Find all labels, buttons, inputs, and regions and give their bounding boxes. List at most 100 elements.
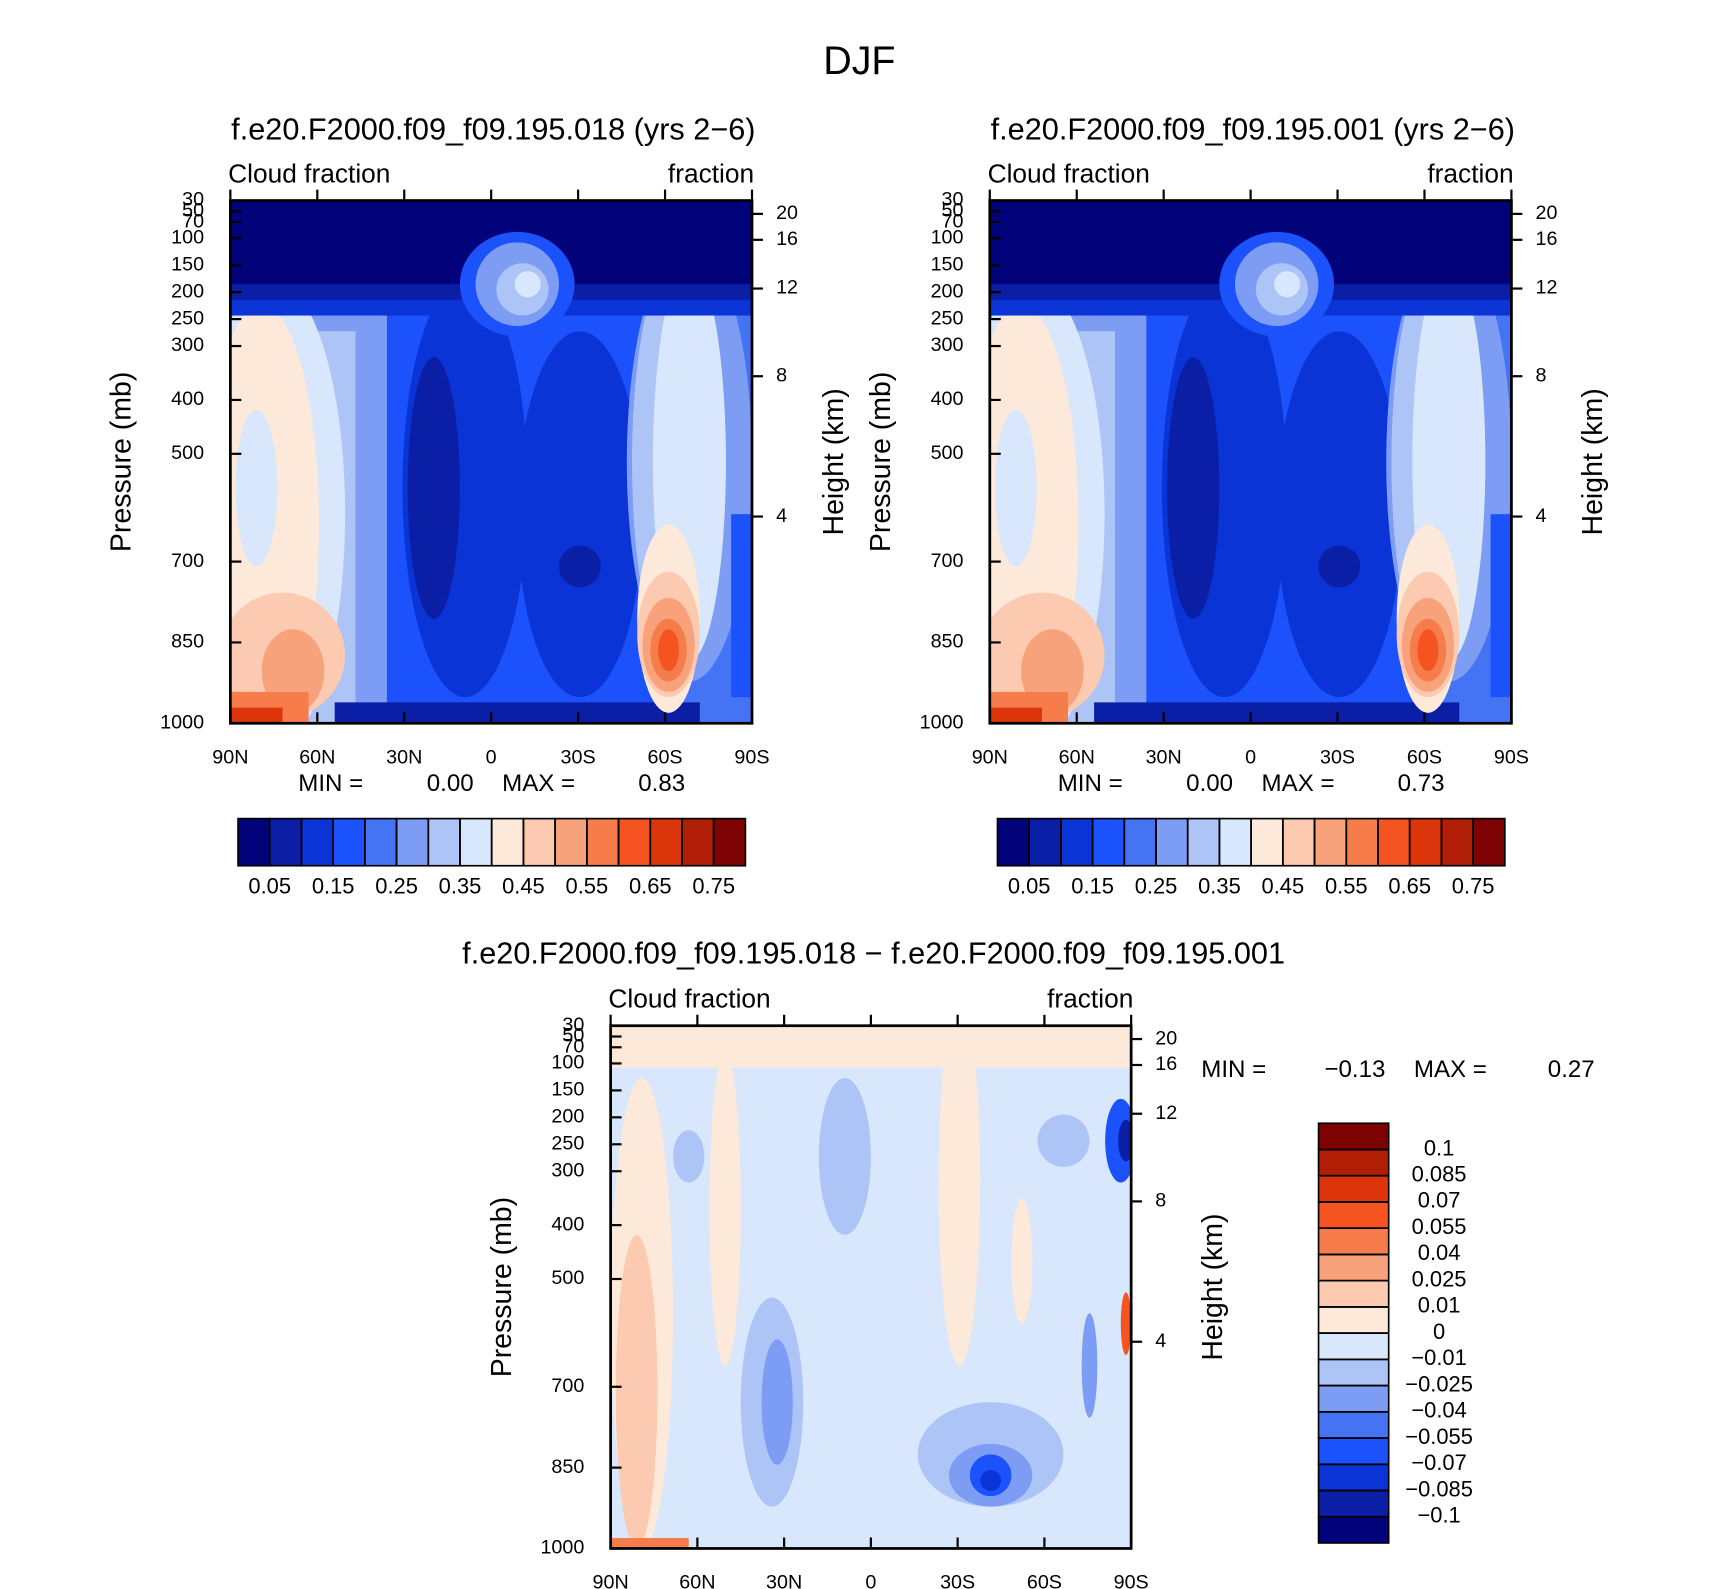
colorbar-box — [712, 817, 747, 867]
x-tick-label: 90N — [593, 1572, 629, 1589]
colorbar-label: 0.025 — [1412, 1266, 1467, 1291]
colorbar-label: 0.55 — [1325, 873, 1368, 898]
x-tick-label: 90S — [734, 747, 769, 769]
colorbar-label: 0.25 — [1135, 873, 1178, 898]
colorbar-box — [996, 817, 1030, 867]
y-tick-label: 500 — [551, 1267, 584, 1289]
panel: f.e20.F2000.f09_f09.195.018 (yrs 2−6) Clo… — [105, 112, 849, 899]
panel-title: f.e20.F2000.f09_f09.195.018 − f.e20.F200… — [462, 936, 1285, 971]
contour-fill — [989, 707, 1042, 724]
panel: f.e20.F2000.f09_f09.195.001 (yrs 2−6) Clo… — [865, 112, 1609, 899]
contour-fill — [517, 331, 643, 698]
y2-tick-label: 8 — [1155, 1190, 1166, 1212]
figure-title: DJF — [823, 39, 895, 83]
contour-fill — [334, 702, 700, 724]
colorbar-label: 0.75 — [1452, 873, 1495, 898]
colorbar-box — [554, 817, 588, 867]
colorbar-box — [1282, 817, 1316, 867]
colorbar-box — [364, 817, 398, 867]
x-tick-label: 30N — [1146, 747, 1182, 769]
colorbar-label: 0.055 — [1412, 1214, 1467, 1239]
colorbar-box — [1123, 817, 1157, 867]
y-tick-label: 150 — [171, 253, 204, 275]
colorbar-box — [1377, 817, 1411, 867]
colorbar-box — [1317, 1122, 1390, 1151]
colorbar-label: 0.25 — [375, 873, 418, 898]
colorbar-box — [1317, 1489, 1390, 1518]
y2-tick-label: 12 — [1155, 1102, 1177, 1124]
x-tick-label: 60S — [648, 747, 683, 769]
colorbar-box — [1345, 817, 1379, 867]
colorbar-label: 0.65 — [629, 873, 672, 898]
y2-tick-label: 20 — [776, 202, 798, 224]
colorbar-box — [681, 817, 715, 867]
colorbar-box — [1317, 1201, 1390, 1230]
y-tick-label: 70 — [562, 1035, 584, 1057]
y2-axis-title: Height (km) — [818, 388, 850, 535]
max-value: 0.27 — [1548, 1056, 1595, 1083]
y-tick-label: 850 — [931, 631, 964, 653]
y2-tick-label: 4 — [776, 505, 787, 527]
y2-tick-label: 4 — [1155, 1330, 1166, 1352]
y-tick-label: 400 — [171, 388, 204, 410]
y-tick-label: 400 — [551, 1213, 584, 1235]
y2-tick-label: 12 — [776, 277, 798, 299]
colorbar-label: 0.05 — [248, 873, 291, 898]
left-string: Cloud fraction — [608, 983, 770, 1013]
y-tick-label: 300 — [931, 334, 964, 356]
y-axis-title: Pressure (mb) — [486, 1197, 518, 1377]
contour-fill — [615, 1234, 658, 1549]
min-value: 0.00 — [427, 770, 474, 797]
x-tick-label: 90N — [212, 747, 248, 769]
min-text: MIN = — [1201, 1056, 1266, 1083]
x-tick-label: 30S — [561, 747, 596, 769]
y-tick-label: 1000 — [920, 711, 964, 733]
colorbar-label: 0.45 — [502, 873, 545, 898]
y2-tick-label: 16 — [1155, 1053, 1177, 1075]
x-tick-label: 60S — [1407, 747, 1442, 769]
x-tick-label: 0 — [1245, 747, 1256, 769]
colorbar-box — [617, 817, 652, 867]
x-tick-label: 0 — [486, 747, 497, 769]
colorbar-label: 0.35 — [1198, 873, 1241, 898]
x-tick-label: 30N — [766, 1572, 802, 1589]
colorbar-box — [395, 817, 430, 867]
colorbar-box — [1317, 1515, 1390, 1544]
panel-title: f.e20.F2000.f09_f09.195.018 (yrs 2−6) — [231, 112, 755, 147]
max-text: MAX = — [1262, 770, 1335, 797]
colorbar-label: −0.085 — [1405, 1476, 1473, 1501]
y-tick-label: 400 — [931, 388, 964, 410]
colorbar-box — [1317, 1306, 1390, 1334]
colorbar-box — [1317, 1148, 1390, 1177]
colorbar-label: 0.15 — [1071, 873, 1114, 898]
contour-fill — [731, 514, 752, 698]
max-value: 0.83 — [638, 770, 685, 797]
max-text: MAX = — [1414, 1056, 1487, 1083]
contour-fill — [610, 1537, 689, 1549]
y-tick-label: 100 — [931, 226, 964, 248]
y2-tick-label: 8 — [776, 364, 787, 386]
y-tick-label: 100 — [551, 1052, 584, 1074]
contour-fill — [1037, 1114, 1090, 1167]
y2-tick-label: 12 — [1536, 277, 1558, 299]
contour-fill — [673, 1130, 705, 1183]
colorbar-box — [1317, 1279, 1390, 1308]
y-tick-label: 1000 — [160, 711, 204, 733]
colorbar-box — [459, 817, 493, 867]
y-tick-label: 700 — [551, 1375, 584, 1397]
x-tick-label: 30S — [1320, 747, 1355, 769]
y-tick-label: 200 — [171, 280, 204, 302]
colorbar-box — [300, 817, 334, 867]
y2-tick-label: 16 — [776, 228, 798, 250]
y-tick-label: 30 — [942, 189, 964, 211]
contour-fill — [1120, 1292, 1132, 1356]
y-tick-label: 500 — [931, 442, 964, 464]
contour-fill — [1094, 702, 1460, 724]
contour-fill — [230, 707, 283, 724]
contour-fill — [1011, 1198, 1033, 1324]
x-tick-label: 60N — [1059, 747, 1095, 769]
colorbar-label: 0.65 — [1388, 873, 1431, 898]
colorbar-box — [1440, 817, 1474, 867]
colorbar-label: 0.04 — [1418, 1240, 1461, 1265]
